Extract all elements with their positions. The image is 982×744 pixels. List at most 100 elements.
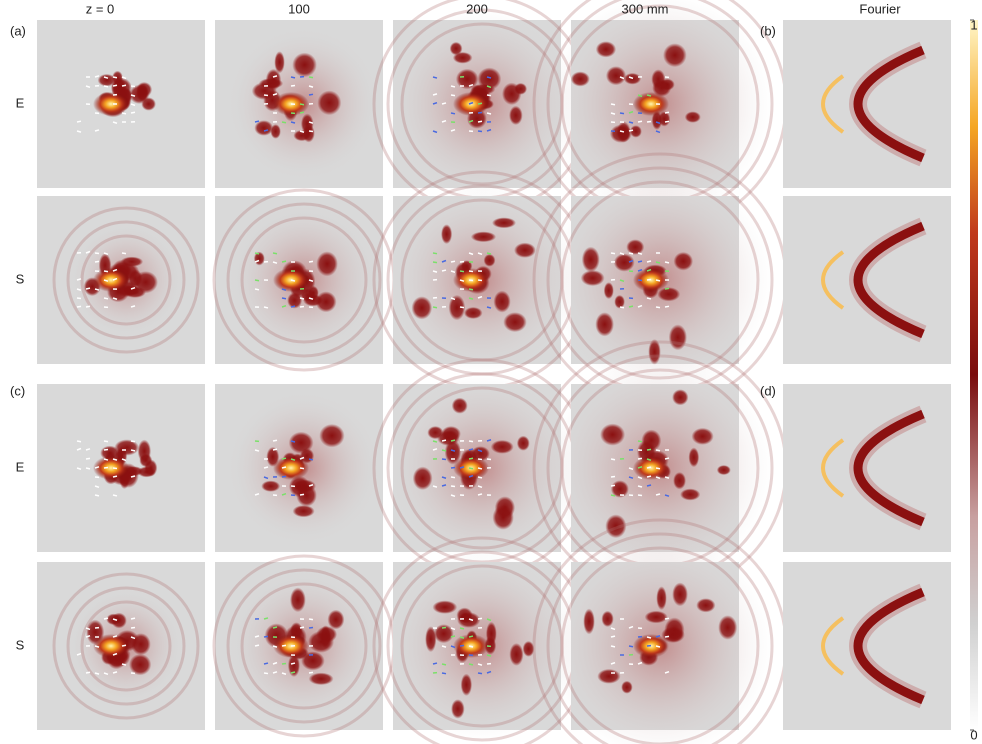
polarization-mark bbox=[647, 637, 651, 638]
intensity-map bbox=[534, 520, 786, 744]
polarization-mark bbox=[77, 441, 81, 442]
polarization-mark bbox=[433, 663, 437, 664]
figure: z = 0100200300 mmFourier(a)(b)(c)(d)ESES… bbox=[0, 0, 982, 744]
blob bbox=[672, 389, 688, 405]
blob bbox=[630, 125, 642, 137]
blob bbox=[254, 120, 273, 136]
intensity-map bbox=[215, 384, 383, 552]
polarization-mark bbox=[656, 307, 660, 308]
polarization-mark bbox=[487, 253, 491, 254]
blob bbox=[316, 251, 338, 276]
intensity-map bbox=[783, 196, 951, 364]
column-header: 300 mm bbox=[622, 1, 669, 16]
blob bbox=[441, 224, 452, 244]
polarization-mark bbox=[433, 262, 437, 263]
polarization-mark bbox=[487, 655, 491, 656]
polarization-mark bbox=[478, 477, 482, 478]
blob bbox=[412, 296, 433, 319]
blob bbox=[261, 481, 280, 492]
polarization-mark bbox=[264, 467, 268, 468]
polarization-mark bbox=[451, 636, 455, 637]
blob bbox=[672, 582, 688, 606]
core bbox=[93, 92, 129, 116]
polarization-mark bbox=[451, 113, 455, 114]
panel-label: (c) bbox=[10, 383, 25, 398]
polarization-mark bbox=[638, 280, 642, 281]
polarization-mark bbox=[451, 477, 455, 478]
polarization-mark bbox=[469, 664, 473, 665]
colorbar-tick-label: 0 bbox=[970, 727, 977, 742]
polarization-mark bbox=[300, 468, 304, 469]
polarization-mark bbox=[131, 627, 135, 628]
row-label: E bbox=[16, 459, 25, 474]
polarization-mark bbox=[131, 476, 135, 477]
column-header: z = 0 bbox=[86, 1, 115, 16]
polarization-mark bbox=[460, 645, 464, 646]
polarization-mark bbox=[611, 113, 615, 114]
blob bbox=[290, 588, 306, 613]
blob bbox=[581, 270, 605, 286]
blob bbox=[583, 609, 595, 635]
blob bbox=[582, 247, 600, 273]
polarization-mark bbox=[620, 113, 624, 114]
blob bbox=[502, 83, 521, 105]
polarization-mark bbox=[291, 77, 295, 78]
polarization-mark bbox=[629, 306, 633, 307]
polarization-mark bbox=[309, 459, 313, 460]
polarization-mark bbox=[300, 627, 304, 628]
polarization-mark bbox=[647, 121, 651, 122]
polarization-mark bbox=[656, 450, 660, 451]
polarization-mark bbox=[442, 270, 446, 271]
polarization-mark bbox=[86, 672, 90, 673]
blob bbox=[464, 307, 483, 319]
polarization-mark bbox=[487, 77, 491, 78]
blob bbox=[453, 52, 473, 64]
blob bbox=[685, 111, 701, 122]
polarization-mark bbox=[77, 121, 81, 122]
polarization-mark bbox=[433, 486, 437, 487]
polarization-mark bbox=[264, 618, 268, 619]
polarization-mark bbox=[451, 95, 455, 96]
polarization-mark bbox=[469, 289, 473, 290]
blob bbox=[669, 324, 687, 350]
polarization-mark bbox=[478, 103, 482, 104]
polarization-mark bbox=[309, 94, 313, 95]
blob bbox=[136, 82, 152, 97]
polarization-mark bbox=[291, 280, 295, 281]
polarization-mark bbox=[104, 441, 108, 442]
polarization-mark bbox=[131, 618, 135, 619]
blob bbox=[718, 615, 737, 640]
blob bbox=[660, 79, 675, 91]
panel-label: (b) bbox=[760, 23, 776, 38]
blob bbox=[491, 440, 514, 454]
blob bbox=[129, 654, 151, 675]
blob bbox=[413, 467, 433, 490]
blob bbox=[689, 447, 700, 467]
polarization-mark bbox=[273, 253, 277, 254]
polarization-mark bbox=[86, 306, 90, 307]
polarization-mark bbox=[442, 440, 446, 441]
polarization-mark bbox=[104, 271, 108, 272]
polarization-mark bbox=[638, 458, 642, 459]
blob bbox=[441, 426, 461, 442]
polarization-mark bbox=[264, 663, 268, 664]
intensity-map bbox=[783, 384, 951, 552]
polarization-mark bbox=[122, 253, 126, 254]
polarization-mark bbox=[255, 450, 259, 451]
blob bbox=[292, 53, 317, 78]
polarization-mark bbox=[255, 121, 259, 122]
polarization-mark bbox=[442, 673, 446, 674]
polarization-mark bbox=[255, 253, 259, 254]
polarization-mark bbox=[282, 261, 286, 262]
polarization-mark bbox=[656, 262, 660, 263]
polarization-mark bbox=[611, 253, 615, 254]
polarization-mark bbox=[647, 298, 651, 299]
polarization-mark bbox=[611, 104, 615, 105]
polarization-mark bbox=[638, 495, 642, 496]
polarization-mark bbox=[478, 468, 482, 469]
polarization-mark bbox=[77, 279, 81, 280]
polarization-mark bbox=[647, 95, 651, 96]
blob bbox=[571, 71, 590, 86]
blob bbox=[614, 254, 635, 272]
blob bbox=[492, 217, 516, 228]
